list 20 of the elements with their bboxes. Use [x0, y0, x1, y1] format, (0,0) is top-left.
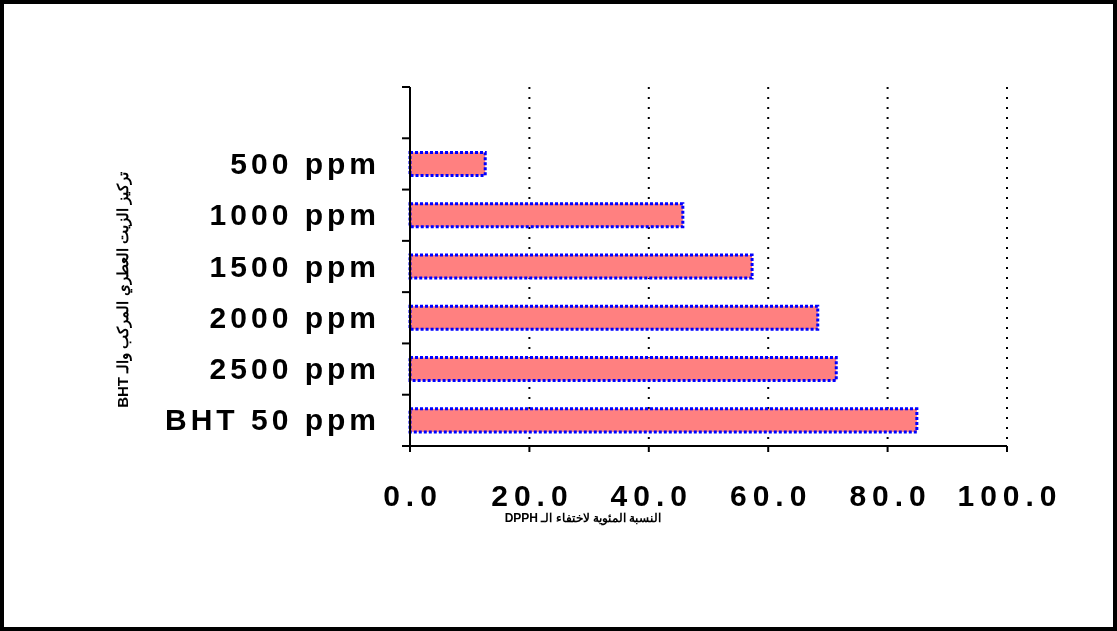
bar [408, 304, 820, 331]
y-tick-label: 500 ppm [230, 146, 380, 180]
bar [408, 356, 838, 383]
y-tick-label: 1000 ppm [209, 198, 380, 232]
y-tick-label: BHT 50 ppm [164, 403, 380, 437]
y-tick-label: 1500 ppm [209, 249, 380, 283]
bar [408, 407, 919, 434]
x-tick-label: 80.0 [849, 479, 932, 512]
x-tick-label: 20.0 [491, 479, 574, 512]
y-tick-label: 2500 ppm [209, 352, 380, 386]
y-tick-label: 2000 ppm [209, 300, 380, 334]
bar [408, 253, 754, 280]
bar [408, 150, 487, 177]
x-tick-label: 60.0 [730, 479, 813, 512]
x-tick-label: 100.0 [957, 479, 1063, 512]
x-axis-title: النسبة المئوية لاختفاء الـ DPPH [504, 511, 662, 526]
bar [408, 202, 685, 229]
x-tick-label: 40.0 [610, 479, 693, 512]
y-axis-title: تركيز الزيت العطري المركب والـ BHT [114, 172, 133, 408]
x-tick-label: 0.0 [383, 479, 443, 512]
